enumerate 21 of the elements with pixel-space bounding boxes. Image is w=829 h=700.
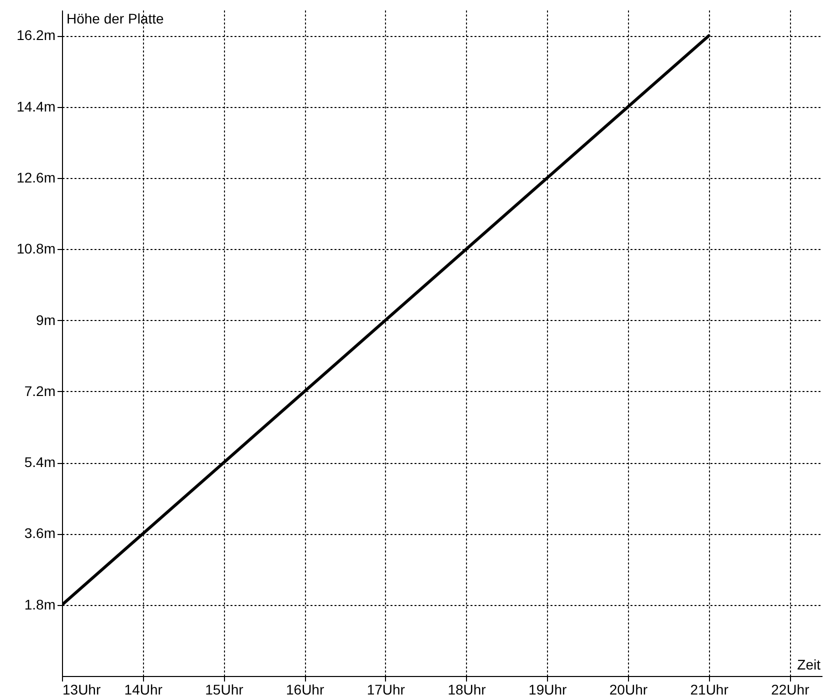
y-tick-label: 3.6m bbox=[24, 525, 56, 542]
y-tick-label: 16.2m bbox=[16, 27, 56, 44]
x-tick-label: 22Uhr bbox=[771, 682, 810, 698]
y-tick-label: 9m bbox=[36, 312, 56, 328]
y-tick-label: 10.8m bbox=[16, 240, 56, 257]
y-tick-label: 7.2m bbox=[24, 382, 56, 399]
x-tick-label: 14Uhr bbox=[124, 682, 163, 698]
x-tick-label: 17Uhr bbox=[366, 682, 406, 698]
x-tick-label: 13Uhr bbox=[62, 682, 101, 698]
y-tick-label: 12.6m bbox=[16, 169, 56, 186]
x-tick-label: 21Uhr bbox=[690, 682, 729, 698]
x-tick-label: 19Uhr bbox=[528, 682, 568, 698]
x-axis-title: Zeit bbox=[797, 656, 821, 672]
x-tick-label: 15Uhr bbox=[205, 682, 244, 698]
x-tick-label: 16Uhr bbox=[286, 682, 324, 698]
y-axis-title: Höhe der Platte bbox=[66, 10, 164, 26]
y-tick-label: 5.4m bbox=[24, 454, 56, 470]
x-tick-label: 18Uhr bbox=[448, 682, 486, 698]
x-tick-label: 20Uhr bbox=[609, 682, 648, 698]
y-tick-label: 1.8m bbox=[24, 596, 56, 612]
y-tick-label: 14.4m bbox=[16, 98, 56, 114]
